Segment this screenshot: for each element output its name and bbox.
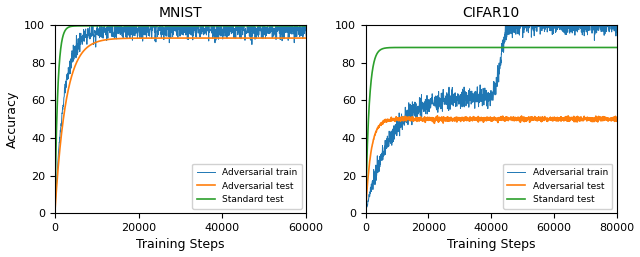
Adversarial train xyxy=(613,23,621,26)
Standard test xyxy=(362,212,369,215)
Standard test xyxy=(160,24,168,27)
Adversarial test xyxy=(136,36,143,40)
Standard test xyxy=(183,24,191,27)
Line: Standard test: Standard test xyxy=(55,26,306,213)
Standard test xyxy=(93,24,101,27)
Standard test xyxy=(51,211,59,214)
Standard test xyxy=(84,24,92,27)
Adversarial train xyxy=(367,192,374,195)
Adversarial train xyxy=(136,28,143,31)
Standard test xyxy=(136,24,143,27)
Standard test xyxy=(156,24,163,27)
Adversarial test xyxy=(93,40,101,43)
Adversarial train xyxy=(476,101,483,104)
Adversarial train xyxy=(51,212,59,215)
Adversarial test xyxy=(188,36,196,40)
Adversarial test xyxy=(302,36,310,40)
Adversarial train xyxy=(597,25,605,28)
Title: MNIST: MNIST xyxy=(159,6,202,20)
Adversarial train xyxy=(302,35,310,38)
Standard test xyxy=(406,46,414,49)
Adversarial test xyxy=(362,212,369,215)
Adversarial train xyxy=(84,34,92,37)
Line: Adversarial test: Adversarial test xyxy=(55,38,306,213)
Adversarial train xyxy=(406,116,414,119)
Adversarial test xyxy=(597,117,605,120)
Adversarial test xyxy=(84,45,92,48)
X-axis label: Training Steps: Training Steps xyxy=(136,238,225,251)
Line: Adversarial train: Adversarial train xyxy=(365,25,617,213)
Adversarial test xyxy=(535,117,543,120)
Adversarial test xyxy=(490,115,498,118)
Standard test xyxy=(535,46,543,49)
Adversarial test xyxy=(51,212,59,215)
X-axis label: Training Steps: Training Steps xyxy=(447,238,536,251)
Adversarial test xyxy=(476,116,483,119)
Standard test xyxy=(490,46,498,49)
Standard test xyxy=(476,46,483,49)
Adversarial train xyxy=(490,81,498,84)
Title: CIFAR10: CIFAR10 xyxy=(463,6,520,20)
Adversarial train xyxy=(93,20,101,23)
Line: Adversarial test: Adversarial test xyxy=(365,116,617,213)
Adversarial test xyxy=(183,36,191,40)
Adversarial train xyxy=(204,11,212,14)
Standard test xyxy=(189,24,196,27)
Standard test xyxy=(302,24,310,27)
Standard test xyxy=(492,46,500,49)
Standard test xyxy=(367,89,374,92)
Line: Standard test: Standard test xyxy=(365,48,617,213)
Adversarial test xyxy=(160,36,168,40)
Line: Adversarial train: Adversarial train xyxy=(55,13,306,213)
Legend: Adversarial train, Adversarial test, Standard test: Adversarial train, Adversarial test, Sta… xyxy=(192,164,301,209)
Adversarial test xyxy=(406,117,414,120)
Y-axis label: Accuracy: Accuracy xyxy=(6,90,19,148)
Adversarial test xyxy=(613,118,621,121)
Adversarial test xyxy=(367,156,374,159)
Standard test xyxy=(597,46,605,49)
Adversarial train xyxy=(502,23,509,26)
Adversarial train xyxy=(535,23,543,26)
Adversarial train xyxy=(160,38,168,41)
Adversarial train xyxy=(188,29,196,32)
Legend: Adversarial train, Adversarial test, Standard test: Adversarial train, Adversarial test, Sta… xyxy=(503,164,612,209)
Adversarial train xyxy=(362,212,369,215)
Standard test xyxy=(613,46,621,49)
Adversarial test xyxy=(433,114,441,117)
Adversarial train xyxy=(183,31,191,34)
